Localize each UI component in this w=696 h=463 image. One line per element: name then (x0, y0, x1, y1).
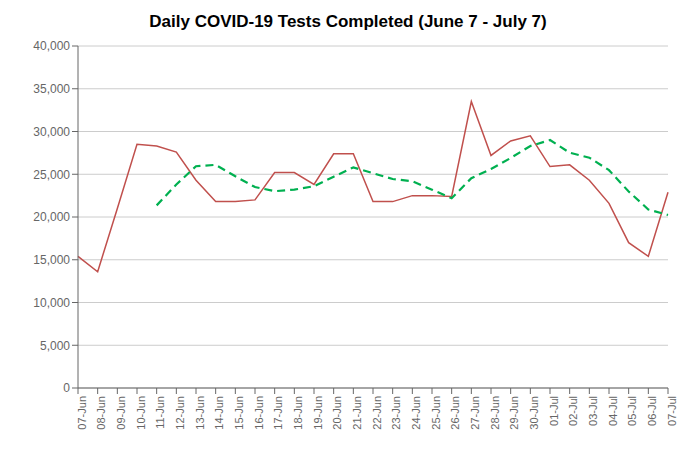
svg-text:17-Jun: 17-Jun (272, 396, 284, 430)
svg-text:20,000: 20,000 (33, 210, 70, 224)
svg-text:01-Jul: 01-Jul (548, 396, 560, 426)
svg-text:09-Jun: 09-Jun (115, 396, 127, 430)
svg-text:0: 0 (63, 381, 70, 395)
svg-text:08-Jun: 08-Jun (95, 396, 107, 430)
svg-text:15,000: 15,000 (33, 253, 70, 267)
svg-text:27-Jun: 27-Jun (469, 396, 481, 430)
svg-text:23-Jun: 23-Jun (390, 396, 402, 430)
svg-text:40,000: 40,000 (33, 39, 70, 53)
html-text:Daily COVID-19 Tests Completed: Daily COVID-19 Tests Completed (June 7 -… (149, 12, 547, 31)
svg-text:30,000: 30,000 (33, 125, 70, 139)
svg-text:15-Jun: 15-Jun (233, 396, 245, 430)
svg-text:5,000: 5,000 (40, 339, 70, 353)
svg-text:25,000: 25,000 (33, 168, 70, 182)
svg-text:28-Jun: 28-Jun (489, 396, 501, 430)
svg-text:12-Jun: 12-Jun (174, 396, 186, 430)
svg-text:10,000: 10,000 (33, 296, 70, 310)
svg-text:24-Jun: 24-Jun (410, 396, 422, 430)
svg-text:26-Jun: 26-Jun (449, 396, 461, 430)
svg-text:10-Jun: 10-Jun (135, 396, 147, 430)
svg-text:06-Jul: 06-Jul (646, 396, 658, 426)
svg-text:20-Jun: 20-Jun (331, 396, 343, 430)
svg-text:07-Jul: 07-Jul (666, 396, 678, 426)
svg-text:02-Jul: 02-Jul (567, 396, 579, 426)
svg-text:19-Jun: 19-Jun (312, 396, 324, 430)
svg-text:22-Jun: 22-Jun (371, 396, 383, 430)
svg-text:14-Jun: 14-Jun (213, 396, 225, 430)
svg-text:11-Jun: 11-Jun (154, 396, 166, 429)
svg-text:03-Jul: 03-Jul (587, 396, 599, 426)
svg-text:30-Jun: 30-Jun (528, 396, 540, 430)
svg-text:35,000: 35,000 (33, 82, 70, 96)
svg-text:18-Jun: 18-Jun (292, 396, 304, 430)
svg-text:25-Jun: 25-Jun (430, 396, 442, 430)
svg-text:05-Jul: 05-Jul (626, 396, 638, 426)
svg-text:29-Jun: 29-Jun (508, 396, 520, 430)
svg-text:16-Jun: 16-Jun (253, 396, 265, 430)
svg-text:21-Jun: 21-Jun (351, 396, 363, 430)
svg-text:07-Jun: 07-Jun (76, 396, 88, 430)
svg-text:04-Jul: 04-Jul (607, 396, 619, 426)
svg-text:13-Jun: 13-Jun (194, 396, 206, 430)
